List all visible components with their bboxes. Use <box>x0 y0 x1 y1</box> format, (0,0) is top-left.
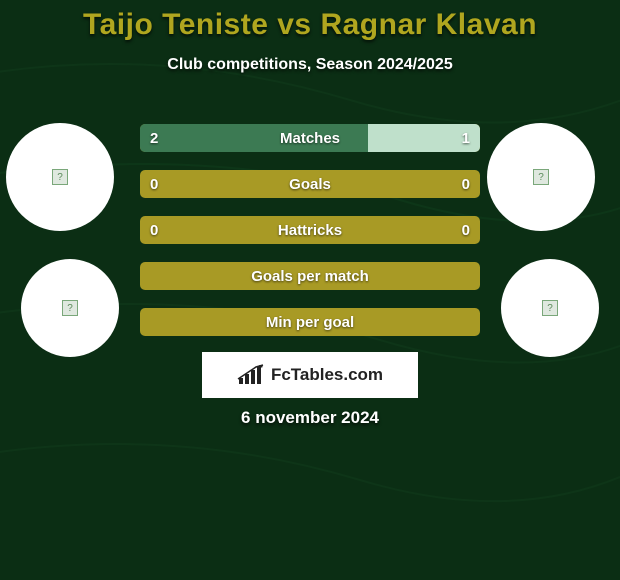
stats-panel: 21Matches 00Goals 00Hattricks Goals per mat… <box>140 124 480 354</box>
image-placeholder-icon: ? <box>52 169 68 185</box>
stat-label: Hattricks <box>140 222 480 239</box>
player-avatar-top-right: ? <box>487 123 595 231</box>
image-placeholder-icon: ? <box>62 300 78 316</box>
date-label: 6 november 2024 <box>0 408 620 428</box>
branding-text: FcTables.com <box>271 365 383 385</box>
stat-row: 00Hattricks <box>140 216 480 244</box>
image-placeholder-icon: ? <box>542 300 558 316</box>
branding-badge: FcTables.com <box>202 352 418 398</box>
subtitle: Club competitions, Season 2024/2025 <box>0 56 620 74</box>
stat-label: Min per goal <box>140 314 480 331</box>
stat-label: Matches <box>140 130 480 147</box>
stat-label: Goals <box>140 176 480 193</box>
stat-row: Min per goal <box>140 308 480 336</box>
stat-row: 00Goals <box>140 170 480 198</box>
image-placeholder-icon: ? <box>533 169 549 185</box>
stat-row: 21Matches <box>140 124 480 152</box>
stat-label: Goals per match <box>140 268 480 285</box>
club-avatar-bottom-left: ? <box>21 259 119 357</box>
chart-icon <box>237 364 265 386</box>
stat-row: Goals per match <box>140 262 480 290</box>
club-avatar-bottom-right: ? <box>501 259 599 357</box>
page-title: Taijo Teniste vs Ragnar Klavan <box>0 0 620 42</box>
player-avatar-top-left: ? <box>6 123 114 231</box>
